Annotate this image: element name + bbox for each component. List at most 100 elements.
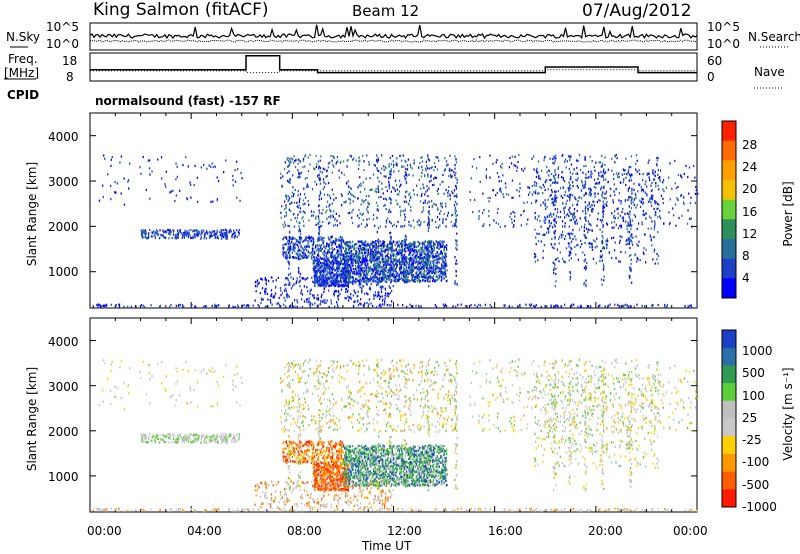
power-cell xyxy=(456,213,458,217)
power-cell xyxy=(304,252,306,255)
power-cell xyxy=(325,175,327,178)
power-cell xyxy=(296,201,298,204)
power-cell xyxy=(294,256,296,259)
power-cell xyxy=(413,275,415,278)
power-cell xyxy=(339,263,342,266)
power-cell xyxy=(349,296,351,299)
power-cell xyxy=(335,280,337,283)
power-cell xyxy=(293,212,295,215)
power-cell xyxy=(449,154,451,157)
power-cell xyxy=(393,163,395,167)
power-cell xyxy=(564,206,566,209)
power-cell xyxy=(411,267,413,270)
power-cell xyxy=(478,215,480,218)
power-cell xyxy=(406,243,408,246)
power-cell xyxy=(351,216,353,219)
power-cell xyxy=(421,156,423,159)
power-cell xyxy=(150,235,152,238)
power-cell xyxy=(404,242,407,245)
power-cell xyxy=(317,297,320,300)
power-cell xyxy=(437,253,439,256)
power-cell xyxy=(648,176,650,179)
power-cell xyxy=(440,268,442,271)
power-cell xyxy=(534,181,536,184)
power-cell xyxy=(407,266,410,269)
power-cell xyxy=(433,242,435,245)
power-cell xyxy=(352,271,354,274)
power-cell xyxy=(695,188,697,192)
power-cell xyxy=(427,254,429,257)
power-cell xyxy=(434,255,437,258)
power-cell xyxy=(216,236,218,239)
power-cell xyxy=(426,164,428,167)
power-cell xyxy=(556,304,558,307)
power-cell xyxy=(341,194,343,197)
power-cell xyxy=(103,154,105,157)
power-cell xyxy=(593,185,595,189)
power-cell xyxy=(636,303,638,306)
power-cell xyxy=(390,259,392,262)
power-cell xyxy=(629,304,631,308)
power-cell xyxy=(590,193,592,196)
power-cell xyxy=(378,267,381,270)
power-cell xyxy=(426,264,428,267)
power-cell xyxy=(222,231,224,234)
power-cell xyxy=(382,192,384,195)
power-cell xyxy=(311,294,314,297)
power-cell xyxy=(436,258,438,261)
power-cell xyxy=(426,249,428,252)
power-cell xyxy=(422,266,424,269)
power-cell xyxy=(370,257,372,260)
power-cell xyxy=(535,304,537,307)
power-cell xyxy=(192,235,194,238)
power-cell xyxy=(591,204,593,207)
power-cell xyxy=(656,156,658,160)
power-cell xyxy=(605,171,607,174)
power-cell xyxy=(363,270,366,273)
power-cell xyxy=(420,267,422,271)
power-cell xyxy=(649,234,651,237)
power-cell xyxy=(581,181,583,184)
power-cell xyxy=(536,199,538,202)
power-cell xyxy=(542,234,544,237)
power-cell xyxy=(346,258,349,261)
power-cell xyxy=(431,271,433,274)
power-cell xyxy=(513,219,515,222)
power-cell xyxy=(320,280,322,283)
power-cell xyxy=(561,220,564,223)
power-cell xyxy=(654,262,656,265)
power-cell xyxy=(328,250,330,254)
power-cell xyxy=(316,297,318,300)
power-cell xyxy=(489,176,491,179)
power-cell xyxy=(394,189,396,192)
power-cell xyxy=(635,168,637,171)
power-cell xyxy=(290,304,292,307)
power-cell xyxy=(550,304,552,307)
power-cell xyxy=(403,256,405,260)
power-cell xyxy=(418,304,420,307)
power-cell xyxy=(440,244,442,248)
power-cell xyxy=(535,175,538,178)
power-cell xyxy=(334,243,337,246)
power-cell xyxy=(447,191,449,194)
power-cell xyxy=(341,266,344,269)
power-cell xyxy=(436,215,439,219)
power-cell xyxy=(431,184,434,187)
power-cell xyxy=(353,253,355,256)
power-cell xyxy=(389,275,391,278)
power-cell xyxy=(568,259,570,262)
power-cell xyxy=(300,237,303,240)
power-cell xyxy=(228,230,230,233)
power-cell xyxy=(371,268,373,271)
power-cell xyxy=(311,188,314,191)
power-cell xyxy=(339,239,341,242)
power-cell xyxy=(599,199,601,202)
power-cell xyxy=(369,261,372,264)
power-cell xyxy=(512,196,514,199)
power-cell xyxy=(387,247,390,250)
power-cell xyxy=(576,179,578,182)
power-cell xyxy=(573,303,575,306)
power-cell xyxy=(144,233,146,236)
power-cell xyxy=(327,182,330,185)
power-cell xyxy=(415,249,417,252)
